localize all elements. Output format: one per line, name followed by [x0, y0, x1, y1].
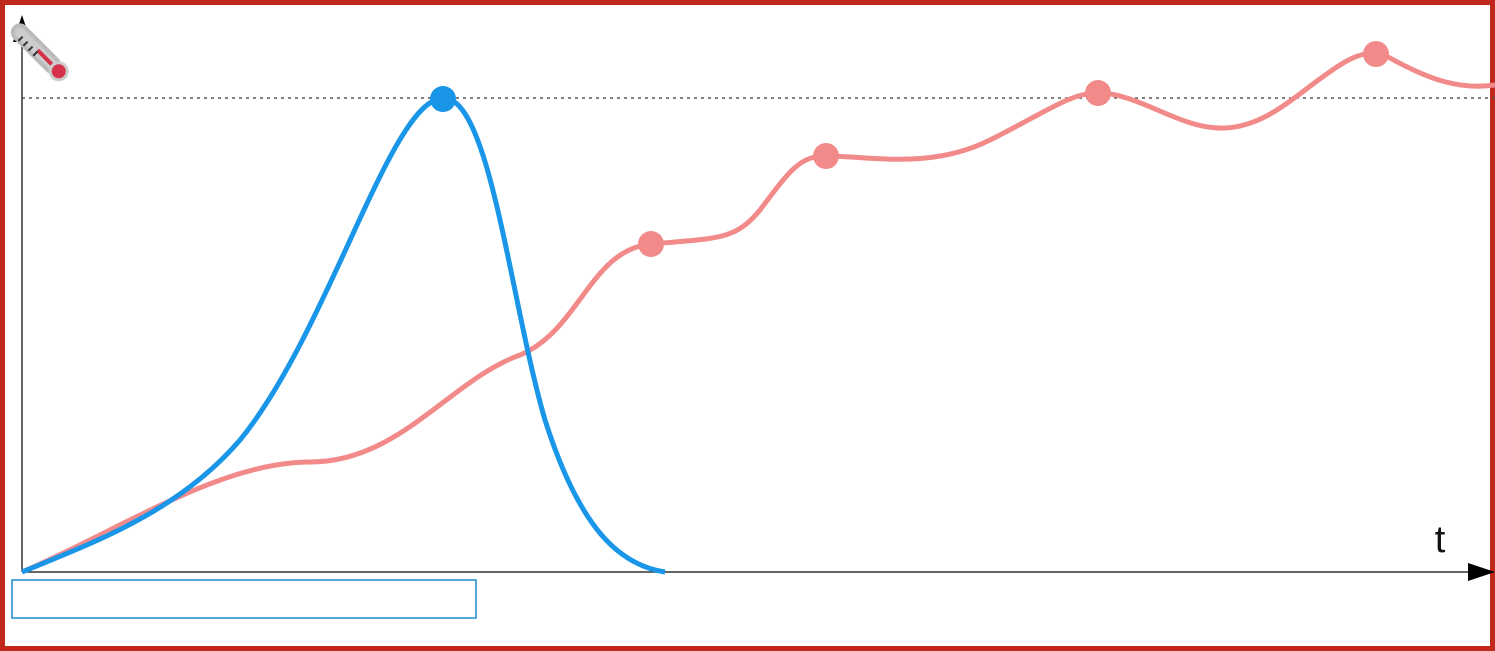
red-point [638, 231, 664, 257]
blue-peak [430, 86, 456, 112]
thermometer-icon [10, 23, 69, 82]
red-point [813, 143, 839, 169]
x-axis-label: t [1435, 519, 1446, 561]
x-axis-arrow [1468, 563, 1495, 581]
red-point [1363, 41, 1389, 67]
red-point [1085, 80, 1111, 106]
input-box[interactable] [11, 579, 477, 619]
